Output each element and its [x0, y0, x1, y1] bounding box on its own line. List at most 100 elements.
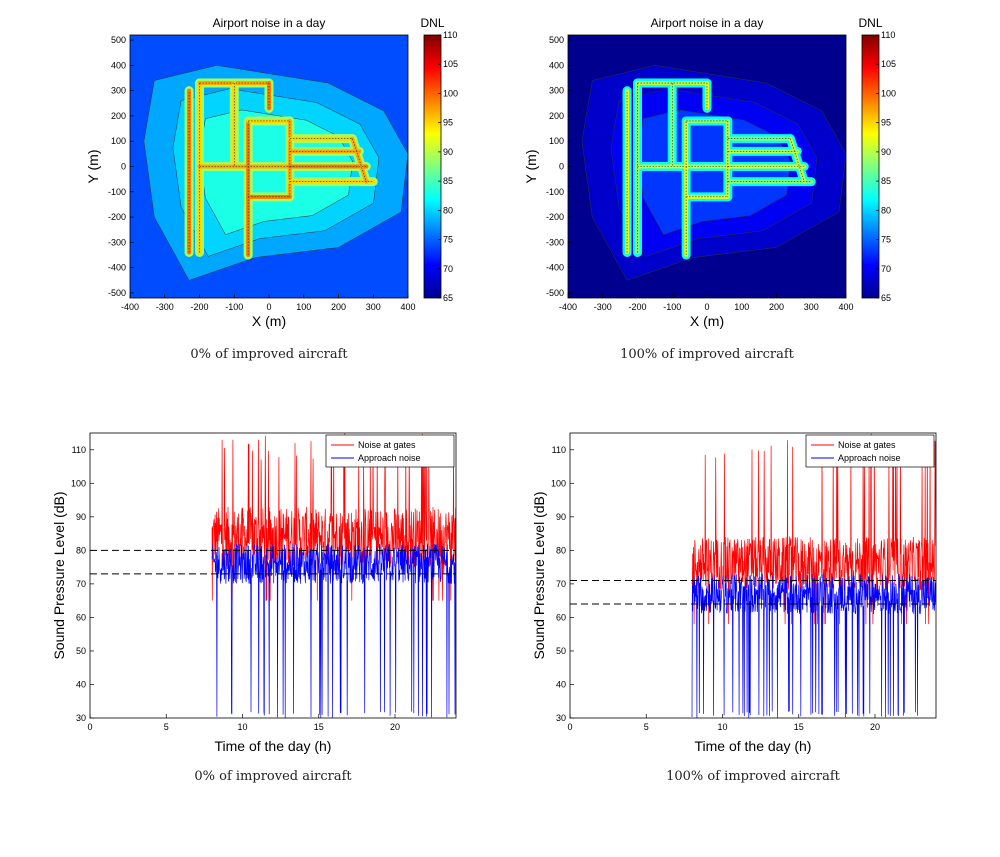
series-line-1: [691, 573, 936, 718]
x-tick-label: 15: [314, 722, 324, 732]
y-tick-label: -300: [108, 237, 126, 247]
heatmap-1: Airport noise in a day -400 -300 -200 -100 0 1…: [523, 16, 896, 362]
x-tick-label: -400: [121, 302, 139, 312]
y-tick-label: 300: [549, 86, 564, 96]
chart-title: Airport noise in a day: [213, 16, 326, 30]
noise-field: [568, 35, 846, 298]
y-tick-label: 200: [111, 111, 126, 121]
colorbar-tick-label: 65: [443, 293, 453, 303]
y-tick-label: 100: [551, 478, 566, 488]
colorbar-tick-label: 80: [881, 205, 891, 215]
colorbar-tick-label: 90: [443, 147, 453, 157]
y-tick-label: 80: [556, 545, 566, 555]
colorbar-tick-label: 95: [443, 118, 453, 128]
y-tick-label: 90: [76, 512, 86, 522]
x-tick-label: -100: [225, 302, 243, 312]
x-tick-label: 0: [87, 722, 92, 732]
y-tick-label: 40: [556, 679, 566, 689]
figure-caption: 0% of improved aircraft: [194, 769, 352, 784]
y-tick-label: 60: [76, 612, 86, 622]
x-tick-label: -200: [190, 302, 208, 312]
y-tick-label: 300: [111, 86, 126, 96]
y-tick-label: -500: [108, 288, 126, 298]
plot-background: [90, 433, 456, 718]
x-axis-label: Time of the day (h): [215, 738, 332, 754]
colorbar-tick-label: 85: [443, 176, 453, 186]
legend: Noise at gates Approach noise: [805, 434, 935, 468]
colorbar-tick-label: 70: [443, 264, 453, 274]
colorbar: [861, 34, 880, 299]
plot-frame: [89, 432, 457, 719]
colorbar-label: DNL: [858, 16, 882, 30]
y-tick-label: 500: [111, 35, 126, 45]
legend-label-0: Noise at gates: [358, 440, 416, 450]
y-tick-label: 60: [556, 612, 566, 622]
x-tick-label: 10: [237, 722, 247, 732]
y-tick-label: 0: [121, 162, 126, 172]
x-tick-label: -300: [594, 302, 612, 312]
x-tick-label: 5: [164, 722, 169, 732]
colorbar-tick-label: 85: [881, 176, 891, 186]
colorbar-label: DNL: [420, 16, 444, 30]
colorbar-tick-label: 65: [881, 293, 891, 303]
legend-label-1: Approach noise: [838, 453, 901, 463]
colorbar-tick-label: 110: [443, 30, 457, 40]
x-tick-label: -200: [628, 302, 646, 312]
x-tick-label: -100: [663, 302, 681, 312]
x-axis-label: Time of the day (h): [695, 738, 812, 754]
x-tick-label: 20: [870, 722, 880, 732]
chart-title: Airport noise in a day: [651, 16, 764, 30]
colorbar-tick-label: 105: [443, 59, 458, 69]
y-tick-label: 400: [111, 60, 126, 70]
x-tick-label: -400: [559, 302, 577, 312]
x-tick-label: 200: [331, 302, 346, 312]
x-tick-label: 0: [704, 302, 709, 312]
x-tick-label: 400: [838, 302, 853, 312]
y-tick-label: 70: [556, 579, 566, 589]
colorbar-tick-label: 95: [881, 118, 891, 128]
colorbar-tick-label: 90: [881, 147, 891, 157]
y-tick-label: 100: [111, 136, 126, 146]
x-tick-label: 0: [567, 722, 572, 732]
y-tick-label: 100: [549, 136, 564, 146]
heatmap-0: Airport noise in a day -400 -300 -200 -100 0 1…: [85, 16, 458, 362]
y-tick-label: -500: [546, 288, 564, 298]
figure-caption: 0% of improved aircraft: [190, 347, 348, 362]
colorbar-tick-label: 100: [881, 88, 896, 98]
x-tick-label: -300: [156, 302, 174, 312]
y-tick-label: -100: [546, 187, 564, 197]
colorbar: [423, 34, 442, 299]
x-tick-label: 0: [266, 302, 271, 312]
x-tick-label: 15: [794, 722, 804, 732]
y-axis-label: Sound Pressure Level (dB): [531, 491, 547, 659]
x-tick-label: 100: [734, 302, 749, 312]
colorbar-tick-label: 75: [881, 235, 891, 245]
y-tick-label: 80: [76, 545, 86, 555]
y-axis-label: Y (m): [85, 150, 101, 184]
x-tick-label: 20: [390, 722, 400, 732]
series-line-0: [691, 433, 936, 625]
plot-frame: [569, 432, 937, 719]
legend-box: [805, 434, 935, 468]
colorbar-tick-label: 80: [443, 205, 453, 215]
y-tick-label: -400: [108, 263, 126, 273]
x-tick-label: 100: [296, 302, 311, 312]
y-tick-label: -300: [546, 237, 564, 247]
colorbar-tick-label: 105: [881, 59, 896, 69]
timeseries-3: 0 5 10 15 20 110 100 90 80 70 60 50 40 30 Time of the …: [531, 432, 937, 784]
y-axis-label: Y (m): [523, 150, 539, 184]
figure-caption: 100% of improved aircraft: [620, 347, 795, 362]
taxiway-13: [788, 136, 807, 184]
y-tick-label: 40: [76, 679, 86, 689]
colorbar-tick-label: 100: [443, 88, 458, 98]
series-line-1: [211, 543, 456, 718]
figure-caption: 100% of improved aircraft: [666, 769, 841, 784]
y-tick-label: -400: [546, 263, 564, 273]
y-tick-label: 500: [549, 35, 564, 45]
y-tick-label: 70: [76, 579, 86, 589]
taxiway-13: [350, 136, 369, 184]
y-tick-label: -200: [546, 212, 564, 222]
plot-area: [570, 433, 936, 718]
y-tick-label: 90: [556, 512, 566, 522]
x-tick-label: 300: [804, 302, 819, 312]
